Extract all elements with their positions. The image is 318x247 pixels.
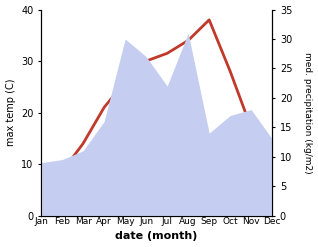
Y-axis label: med. precipitation (kg/m2): med. precipitation (kg/m2) (303, 52, 313, 173)
X-axis label: date (month): date (month) (115, 231, 198, 242)
Y-axis label: max temp (C): max temp (C) (5, 79, 16, 146)
